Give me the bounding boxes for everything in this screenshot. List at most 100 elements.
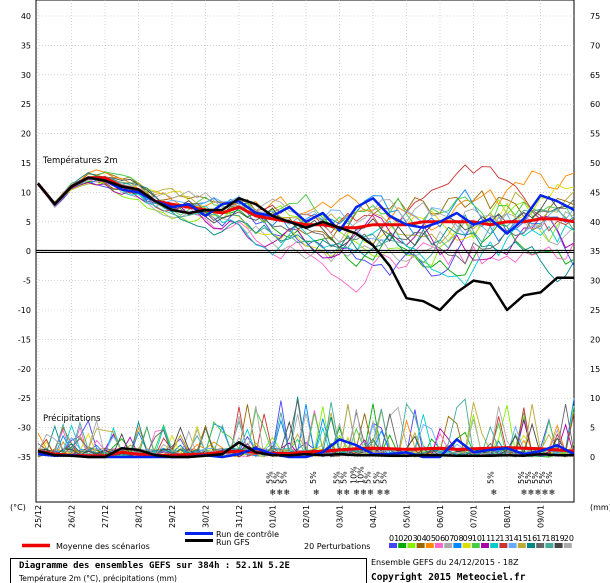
perturbation-swatch bbox=[425, 543, 434, 548]
perturbation-12-temp-line bbox=[37, 176, 575, 286]
control-temp-line bbox=[37, 176, 575, 235]
control-precip-line bbox=[37, 438, 575, 459]
precip-panel-label: Précipitations bbox=[43, 413, 101, 424]
perturbation-id-label: 13 bbox=[499, 534, 509, 543]
snowflake-icon: ❄ bbox=[270, 488, 277, 497]
snowflake-icon: ❄ bbox=[284, 488, 291, 497]
left-axis-unit: (°C) bbox=[10, 503, 26, 512]
snowflake-icon: ❄ bbox=[521, 488, 528, 497]
chart-title: Diagramme des ensembles GEFS sur 384h : … bbox=[19, 561, 290, 571]
snow-percent-label: 5% bbox=[373, 471, 382, 484]
right-tick-label: 5 bbox=[590, 424, 595, 433]
right-tick-label: 45 bbox=[590, 188, 600, 197]
snowflake-icon: ❄ bbox=[528, 488, 535, 497]
perturbation-swatch bbox=[407, 543, 416, 548]
snow-percent-label: 5% bbox=[380, 471, 389, 484]
right-axis-unit: (mm) bbox=[590, 503, 610, 512]
snowflake-icon: ❄ bbox=[377, 488, 384, 497]
snow-percent-label: 5% bbox=[273, 471, 282, 484]
perturbation-id-label: 04 bbox=[417, 534, 427, 543]
snowflake-icon: ❄ bbox=[384, 488, 391, 497]
perturbation-swatch bbox=[536, 543, 545, 548]
snowflake-icon: ❄ bbox=[277, 488, 284, 497]
snowflake-icon: ❄ bbox=[313, 488, 320, 497]
perturbation-swatches: 01 02 03 04 05 06 07 08 09 10 11 12 13 14 15 16 17 18 19 20 bbox=[389, 534, 574, 548]
perturbation-id-label: 20 bbox=[564, 534, 574, 543]
snow-percent-label: 10% bbox=[356, 466, 365, 484]
left-tick-label: 5 bbox=[26, 218, 31, 227]
left-tick-label: 30 bbox=[21, 71, 31, 80]
perturbation-swatch bbox=[527, 543, 535, 548]
right-tick-label: 70 bbox=[590, 41, 600, 50]
snowflake-icon: ❄ bbox=[360, 488, 367, 497]
x-tick-label: 03/01 bbox=[336, 505, 345, 528]
right-tick-label: 40 bbox=[590, 218, 600, 227]
x-tick-label: 28/12 bbox=[135, 505, 144, 528]
legend-gfs-label: Run GFS bbox=[216, 538, 250, 547]
right-tick-label: 50 bbox=[590, 159, 600, 168]
perturbation-id-label: 05 bbox=[426, 534, 436, 543]
footer: Diagramme des ensembles GEFS sur 384h : … bbox=[0, 556, 610, 583]
right-tick-label: 75 bbox=[590, 12, 600, 21]
perturbation-id-label: 17 bbox=[536, 534, 546, 543]
perturbation-id-label: 10 bbox=[472, 534, 482, 543]
snow-percent-label: 5% bbox=[333, 471, 342, 484]
perturbation-id-label: 11 bbox=[481, 534, 491, 543]
snow-percent-label: 10% bbox=[349, 466, 358, 484]
main-series-lines bbox=[36, 176, 575, 459]
perturbation-swatch bbox=[389, 543, 397, 548]
x-tick-label: 07/01 bbox=[470, 505, 479, 528]
perturbation-swatch bbox=[563, 543, 572, 548]
perturbation-04-temp-line bbox=[37, 172, 575, 241]
snow-percent-label: 5% bbox=[524, 471, 533, 484]
footer-title-box: Diagramme des ensembles GEFS sur 384h : … bbox=[10, 558, 367, 583]
chart-subtitle: Température 2m (°C), précipitations (mm) bbox=[19, 574, 177, 583]
snow-percent-label: 5% bbox=[538, 471, 547, 484]
right-tick-label: 25 bbox=[590, 306, 600, 315]
perturbation-swatch bbox=[462, 543, 471, 548]
snow-percent-label: 5% bbox=[545, 471, 554, 484]
perturbation-swatch bbox=[508, 543, 517, 548]
perturbation-id-label: 12 bbox=[490, 534, 500, 543]
snowflake-icon: ❄ bbox=[367, 488, 374, 497]
perturbation-swatch bbox=[471, 543, 480, 548]
snowflake-icon: ❄ bbox=[535, 488, 542, 497]
right-tick-label: 65 bbox=[590, 71, 600, 80]
left-tick-label: -5 bbox=[23, 277, 31, 286]
temp-panel-label: Températures 2m bbox=[42, 155, 118, 166]
legend-mean-label: Moyenne des scénarios bbox=[56, 541, 150, 551]
snowflake-icon: ❄ bbox=[344, 488, 351, 497]
mean-precip-line bbox=[37, 446, 575, 458]
left-tick-label: -10 bbox=[18, 306, 31, 315]
left-tick-label: 10 bbox=[21, 188, 31, 197]
left-tick-label: -20 bbox=[18, 365, 31, 374]
perturbation-id-label: 15 bbox=[518, 534, 528, 543]
perturbation-id-label: 14 bbox=[509, 534, 519, 543]
perturbation-id-label: 01 bbox=[389, 534, 399, 543]
x-tick-label: 31/12 bbox=[235, 505, 244, 528]
perturbation-swatch bbox=[554, 543, 563, 548]
perturbation-swatch bbox=[416, 543, 425, 548]
snowflake-icon: ❄ bbox=[549, 488, 556, 497]
perturbation-id-label: 03 bbox=[407, 534, 417, 543]
perturbation-id-label: 09 bbox=[463, 534, 473, 543]
perturbation-swatch bbox=[398, 543, 407, 548]
left-tick-label: 15 bbox=[21, 159, 31, 168]
right-tick-label: 35 bbox=[590, 247, 600, 256]
gfs-temp-line bbox=[37, 176, 574, 312]
perturbation-swatch bbox=[517, 543, 526, 548]
left-tick-label: 35 bbox=[21, 41, 31, 50]
snowflake-icon: ❄ bbox=[491, 488, 498, 497]
legend: Run de contrôle Run GFS Moyenne des scén… bbox=[22, 529, 574, 551]
x-tick-label: 26/12 bbox=[68, 505, 77, 528]
left-tick-label: -15 bbox=[18, 335, 31, 344]
copyright: Copyright 2015 Meteociel.fr bbox=[371, 572, 526, 583]
perturbation-id-label: 08 bbox=[453, 534, 463, 543]
x-tick-label: 08/01 bbox=[503, 505, 512, 528]
perturbation-id-label: 16 bbox=[527, 534, 537, 543]
x-tick-label: 04/01 bbox=[369, 505, 378, 528]
perturbation-id-label: 02 bbox=[398, 534, 408, 543]
snow-percent-label: 5% bbox=[517, 471, 526, 484]
snow-percent-label: 5% bbox=[340, 471, 349, 484]
